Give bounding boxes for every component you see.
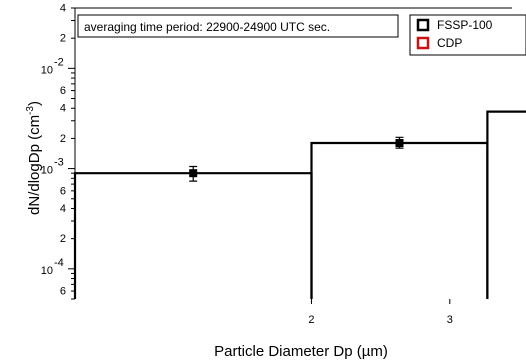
y-tick-label-4: 2 — [60, 133, 66, 145]
y-axis-title: dN/dlogDp (cm-3) — [25, 101, 43, 215]
bar-fssp-0 — [73, 172, 313, 299]
y-tick-label-8: 4 — [60, 3, 66, 15]
x-tick-label-0: 2 — [308, 314, 314, 326]
bars-layer — [73, 110, 526, 299]
y-tick-label-3: 6 — [60, 185, 66, 197]
y-major-exp-1: -3 — [54, 157, 64, 169]
y-axis-title-main: dN/dlogDp (cm — [26, 115, 43, 215]
y-major-label-2: 10 — [41, 64, 53, 76]
legend: FSSP-100 CDP — [409, 14, 526, 56]
annotation-text: averaging time period: 22900-24900 UTC s… — [84, 20, 330, 34]
point-fssp-1 — [395, 139, 404, 147]
x-axis-title: Particle Diameter Dp (µm) — [214, 343, 388, 360]
y-tick-label-0: 6 — [60, 286, 66, 298]
y-axis-title-close: ) — [26, 101, 43, 106]
y-major-exp-0: -4 — [54, 257, 64, 269]
errorbar-layer — [189, 136, 404, 182]
annotation-box: averaging time period: 22900-24900 UTC s… — [77, 14, 399, 38]
legend-swatch-fssp — [416, 18, 430, 32]
bar-fssp-2 — [486, 110, 526, 299]
legend-frame — [409, 14, 526, 56]
y-major-label-0: 10 — [41, 265, 53, 277]
x-tick-label-1: 3 — [447, 314, 453, 326]
marker-layer — [189, 139, 404, 178]
legend-label-fssp: FSSP-100 — [437, 18, 493, 32]
y-axis-title-sup: -3 — [25, 106, 36, 115]
point-fssp-0 — [189, 169, 198, 178]
y-tick-label-2: 4 — [60, 203, 66, 215]
x-axis: 2345678910234 — [308, 299, 453, 326]
y-tick-label-7: 2 — [60, 33, 66, 45]
annotation-frame — [77, 14, 399, 38]
legend-swatch-cdp — [416, 36, 430, 50]
y-tick-label-6: 6 — [60, 85, 66, 97]
bar-fssp-1 — [310, 141, 489, 299]
y-tick-label-1: 2 — [60, 233, 66, 245]
legend-label-cdp: CDP — [437, 36, 462, 50]
y-major-label-1: 10 — [41, 165, 53, 177]
y-tick-label-5: 4 — [60, 103, 66, 115]
y-major-exp-2: -2 — [54, 56, 64, 68]
